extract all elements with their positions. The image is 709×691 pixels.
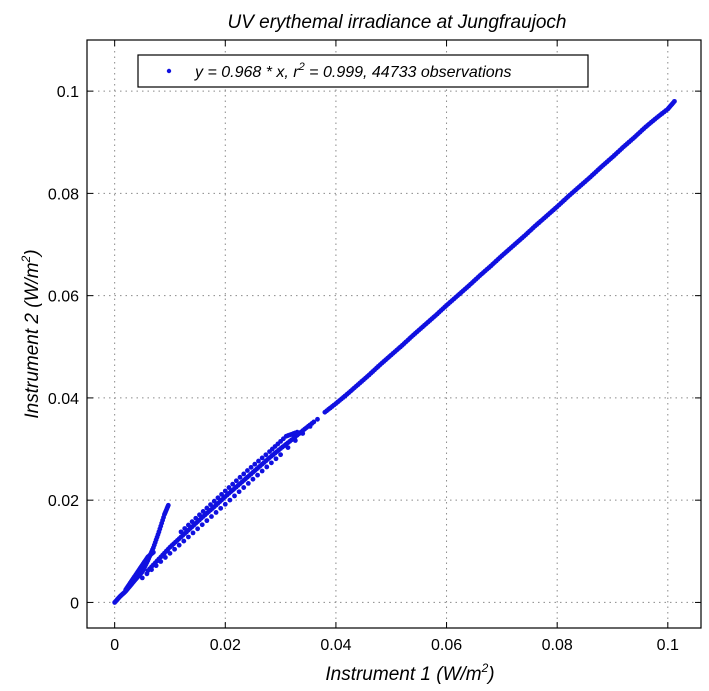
chart-title: UV erythemal irradiance at Jungfraujoch: [227, 12, 566, 33]
data-point: [199, 522, 205, 528]
data-point: [241, 485, 247, 490]
data-point: [213, 510, 219, 515]
data-point: [256, 458, 261, 464]
data-point: [292, 438, 298, 443]
data-point: [264, 464, 270, 470]
data-point: [315, 416, 320, 422]
data-point: [158, 559, 164, 564]
y-tick-label: 0.02: [48, 493, 79, 510]
data-point: [222, 501, 228, 507]
plot-area: [86, 39, 702, 629]
x-tick-label: 0.1: [657, 637, 679, 654]
x-axis-label-sup: 2: [481, 661, 489, 675]
data-point: [250, 476, 256, 482]
data-point: [248, 464, 254, 470]
y-axis-label: Instrument 2 (W/m2): [19, 249, 43, 418]
data-point: [204, 505, 210, 511]
y-tick-label: 0: [70, 595, 79, 612]
data-point: [300, 431, 306, 436]
y-tick-label: 0.06: [48, 289, 79, 306]
y-axis-label-sup: 2: [19, 255, 33, 263]
data-point: [153, 563, 159, 569]
data-point: [307, 423, 313, 429]
data-point: [237, 474, 243, 480]
x-tick-label: 0.04: [320, 637, 351, 654]
x-tick-label: 0: [110, 637, 119, 654]
data-point: [268, 460, 274, 466]
data-point: [172, 546, 177, 552]
y-axis-label-close: ): [22, 249, 43, 257]
data-point: [230, 481, 236, 487]
data-point: [150, 549, 156, 555]
legend-label-sup: 2: [298, 61, 305, 73]
data-point: [176, 542, 182, 548]
data-point: [672, 98, 677, 104]
data-point: [195, 526, 201, 532]
data-point: [189, 519, 195, 525]
data-point: [167, 550, 173, 556]
data-point: [232, 493, 237, 499]
data-point: [204, 518, 210, 524]
data-point: [259, 455, 265, 461]
data-point: [245, 480, 251, 486]
data-point: [208, 502, 213, 508]
data-points: [112, 98, 677, 605]
data-point: [162, 555, 168, 560]
axis-ticks: 0 0.02 0.04 0.06 0.08 0.1 0 0.02 0.04 0.06 0.08 0.1: [48, 40, 701, 654]
data-point: [311, 419, 317, 425]
data-point: [222, 488, 228, 494]
x-axis-label-main: Instrument 1 (W/m: [325, 664, 481, 685]
data-point: [211, 498, 217, 504]
data-point: [226, 485, 232, 490]
x-axis-label-close: ): [486, 664, 494, 685]
x-tick-label: 0.08: [542, 637, 573, 654]
grid: [87, 40, 701, 628]
data-point: [245, 468, 250, 473]
data-point: [241, 471, 247, 477]
data-point: [255, 472, 260, 478]
data-point: [209, 514, 214, 519]
legend-box: [137, 54, 589, 88]
data-point: [273, 456, 279, 462]
legend-label-rest: = 0.999, 44733 observations: [305, 64, 512, 81]
data-point: [178, 529, 184, 535]
y-tick-label: 0.1: [57, 84, 79, 101]
data-point: [227, 497, 233, 503]
data-point: [186, 522, 191, 528]
x-tick-label: 0.02: [210, 637, 241, 654]
x-tick-label: 0.06: [431, 637, 462, 654]
data-point: [186, 534, 191, 540]
data-point: [285, 445, 291, 450]
data-point: [181, 538, 187, 544]
data-point: [294, 429, 300, 435]
data-point: [233, 478, 239, 484]
data-point: [144, 571, 150, 577]
data-point: [263, 452, 269, 458]
data-point: [197, 512, 202, 518]
data-point: [139, 575, 145, 581]
data-point: [278, 452, 284, 458]
data-point: [252, 461, 258, 467]
data-point: [182, 526, 188, 531]
data-point: [219, 491, 225, 497]
legend: y = 0.968 * x, r2 = 0.999, 44733 observa…: [137, 54, 589, 88]
data-point: [193, 515, 199, 521]
y-axis-label-main: Instrument 2 (W/m: [22, 262, 43, 418]
data-point: [236, 489, 242, 495]
data-point: [200, 509, 206, 514]
y-tick-label: 0.08: [48, 186, 79, 203]
data-point: [215, 495, 221, 501]
legend-label: y = 0.968 * x, r2 = 0.999, 44733 observa…: [194, 61, 512, 81]
legend-marker: [166, 68, 172, 74]
legend-label-main: y = 0.968 * x, r: [194, 64, 299, 81]
data-point: [259, 468, 265, 474]
data-point: [190, 530, 196, 536]
data-point: [218, 505, 224, 511]
data-point: [165, 502, 171, 508]
x-axis-label: Instrument 1 (W/m2): [325, 661, 494, 685]
y-tick-label: 0.04: [48, 391, 79, 408]
data-point: [149, 567, 154, 573]
